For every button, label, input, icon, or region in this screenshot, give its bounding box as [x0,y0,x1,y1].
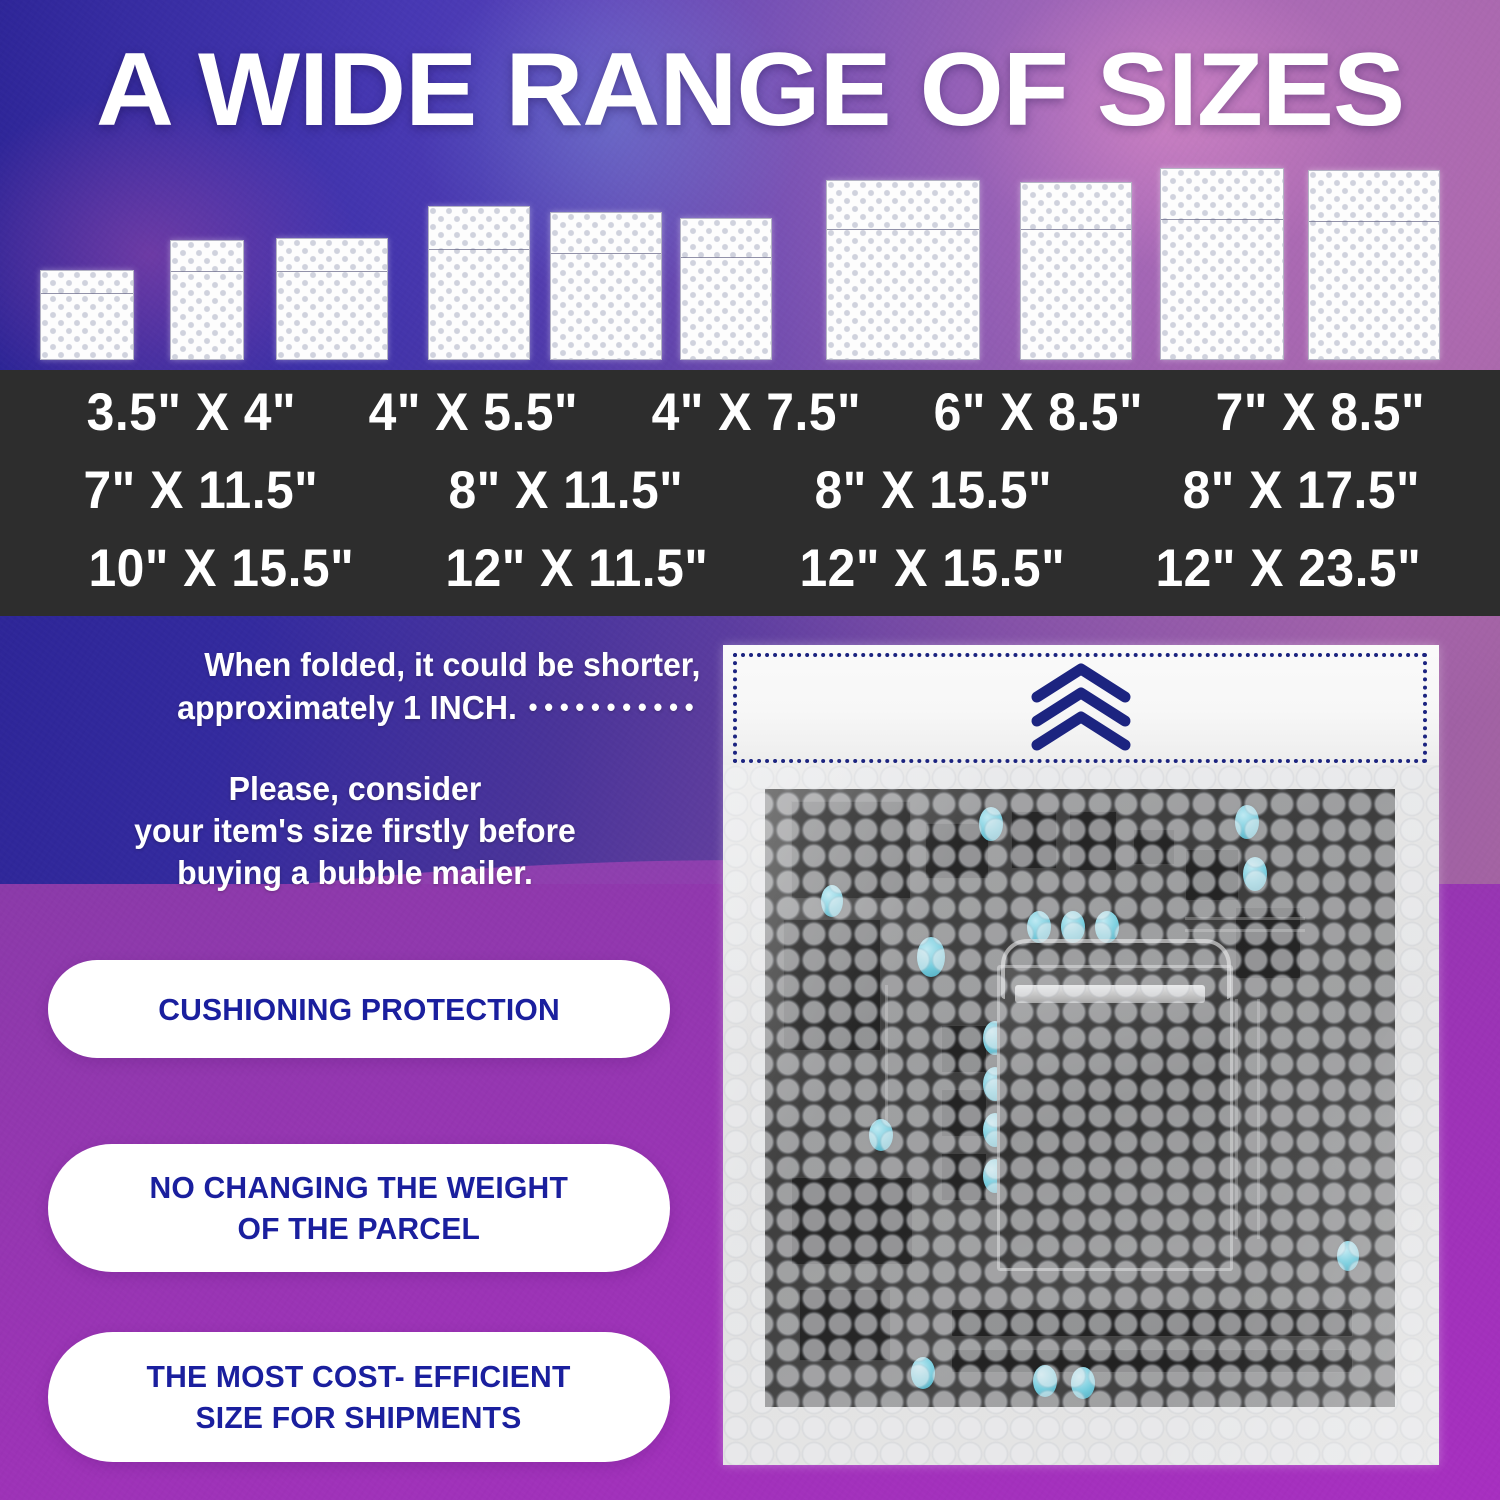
page-title: A WIDE RANGE OF SIZES [95,32,1405,148]
bag-flap-line [429,249,529,250]
feature-line-1: CUSHIONING PROTECTION [158,991,560,1027]
consider-note: Please, consider your item's size firstl… [79,768,632,894]
folded-note-emphasis: 1 INCH. [403,689,517,726]
folded-note-prefix: approximately [177,689,404,726]
bag-bubble-texture [1021,183,1131,359]
seal-dotted-border [733,653,1427,763]
feature-pill-weight[interactable]: NO CHANGING THE WEIGHT OF THE PARCEL [48,1144,670,1272]
bubble-mailer-bag [1160,168,1284,360]
size-label: 3.5" X 4" [86,383,297,442]
feature-pill-cost[interactable]: THE MOST COST- EFFICIENT SIZE FOR SHIPME… [48,1332,670,1462]
bag-flap-line [1309,221,1439,222]
size-row-1: 3.5" X 4" 4" X 5.5" 4" X 7.5" 6" X 8.5" … [62,374,1438,452]
size-label: 12" X 11.5" [445,539,709,598]
bag-bubble-texture [41,271,133,359]
feature-line-1: NO CHANGING THE WEIGHT [149,1170,569,1205]
cpu-socket [997,965,1233,1271]
folded-note-line2: approximately 1 INCH. ••••••••••• [80,686,701,729]
bubble-mailer-bag [170,240,244,360]
size-label: 12" X 15.5" [799,539,1065,598]
bubble-mailer-bag [680,218,772,360]
bag-bubble-texture [277,239,387,359]
feature-pill-cushioning[interactable]: CUSHIONING PROTECTION [48,960,670,1058]
triple-chevron-up-icon [1031,663,1131,751]
size-label: 8" X 11.5" [448,461,684,520]
bubble-mailer-bag [550,212,662,360]
bag-bubble-texture [1161,169,1283,359]
size-row-2: 7" X 11.5" 8" X 11.5" 8" X 15.5" 8" X 17… [62,452,1438,530]
folded-note-line1: When folded, it could be shorter, [204,646,701,683]
mailer-body [723,765,1439,1465]
product-photo [723,645,1439,1465]
bag-flap-line [681,257,771,258]
motherboard-image [765,789,1395,1407]
size-label: 8" X 17.5" [1182,461,1421,520]
bubble-mailer-bag [428,206,530,360]
feature-pill-label: CUSHIONING PROTECTION [158,989,560,1030]
bag-bubble-texture [1309,171,1439,359]
bag-flap-line [1161,219,1283,220]
size-label: 7" X 8.5" [1215,383,1426,442]
size-label: 6" X 8.5" [933,383,1143,442]
feature-pill-label: THE MOST COST- EFFICIENT SIZE FOR SHIPME… [147,1356,571,1438]
consider-note-line1: Please, consider [228,770,482,807]
bag-flap-line [171,271,243,272]
bubble-mailer-bag [40,270,134,360]
size-label: 10" X 15.5" [88,539,355,598]
mailer-seal-flap [723,645,1439,765]
bag-bubble-texture [429,207,529,359]
size-row-3: 10" X 15.5" 12" X 11.5" 12" X 15.5" 12" … [62,530,1438,608]
feature-line-1: THE MOST COST- EFFICIENT [147,1359,571,1394]
size-label: 4" X 5.5" [368,383,579,442]
consider-note-line3: buying a bubble mailer. [177,854,533,891]
bubble-mailer-bag [1020,182,1132,360]
folded-note: When folded, it could be shorter, approx… [80,644,701,729]
bag-size-illustrations [0,160,1500,360]
feature-line-2: SIZE FOR SHIPMENTS [196,1400,522,1435]
bag-bubble-texture [171,241,243,359]
dotted-leader-icon: ••••••••••• [528,692,701,722]
bubble-mailer-bag [826,180,980,360]
feature-pill-label: NO CHANGING THE WEIGHT OF THE PARCEL [150,1167,569,1249]
bag-flap-line [277,271,387,272]
size-list-band: 3.5" X 4" 4" X 5.5" 4" X 7.5" 6" X 8.5" … [0,370,1500,616]
bag-bubble-texture [827,181,979,359]
size-label: 7" X 11.5" [83,461,319,520]
consider-note-line2: your item's size firstly before [134,812,576,849]
bubble-mailer-bag [276,238,388,360]
bag-flap-line [827,229,979,230]
bag-flap-line [1021,229,1131,230]
bag-bubble-texture [681,219,771,359]
bag-flap-line [41,293,133,294]
feature-line-2: OF THE PARCEL [237,1211,481,1246]
bubble-mailer-bag [1308,170,1440,360]
size-label: 4" X 7.5" [651,383,861,442]
size-label: 8" X 15.5" [814,461,1053,520]
bag-bubble-texture [551,213,661,359]
bag-flap-line [551,253,661,254]
size-label: 12" X 23.5" [1155,539,1422,598]
